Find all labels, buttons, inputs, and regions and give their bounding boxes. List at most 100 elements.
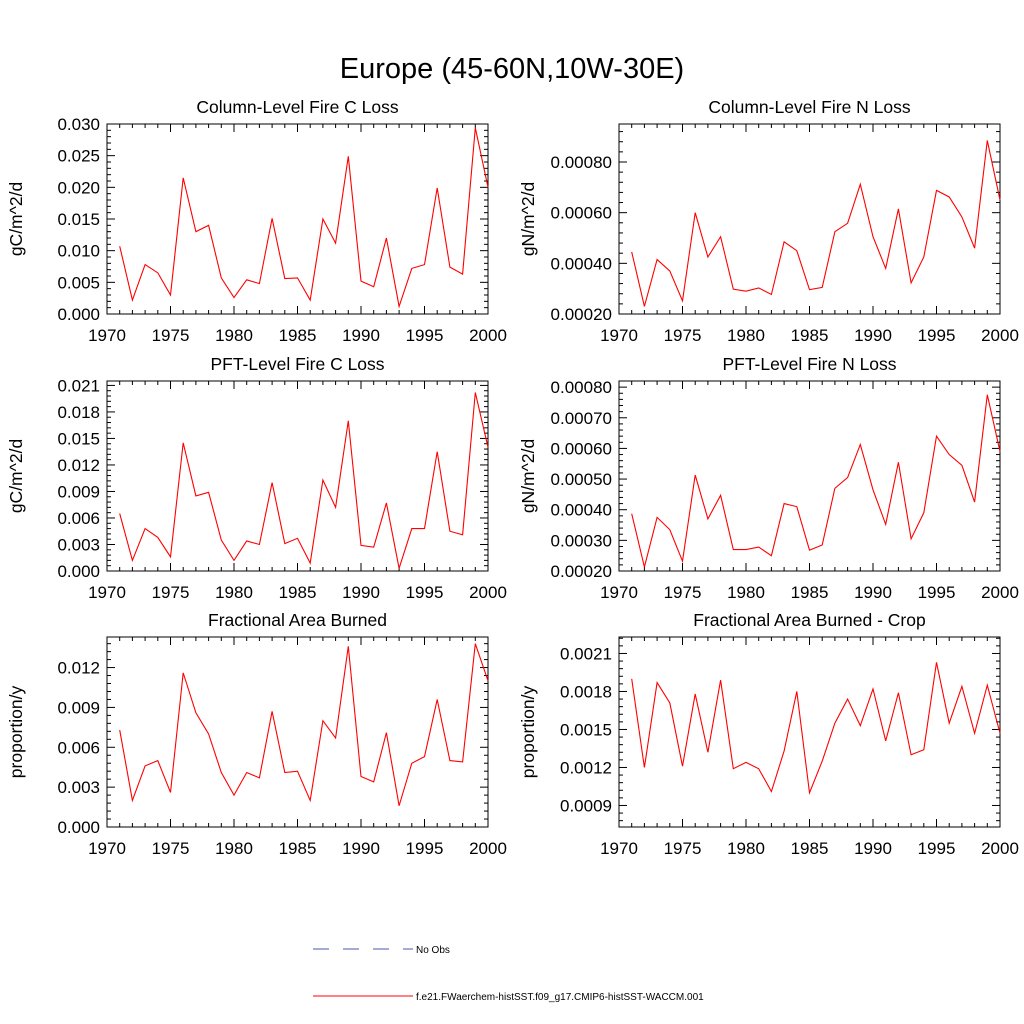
chart0-xtick-label: 1980: [215, 326, 253, 345]
legend-run-label: f.e21.FWaerchem-histSST.f09_g17.CMIP6-hi…: [416, 992, 704, 1003]
chart1-xtick-label: 1975: [664, 326, 702, 345]
chart0-series-line: [119, 127, 489, 309]
chart4-title: Fractional Area Burned: [208, 610, 387, 630]
chart0-ylabel: gC/m^2/d: [6, 182, 26, 256]
chart0-ytick-label: 0.000: [57, 305, 100, 324]
chart4-ytick-label: 0.003: [57, 778, 100, 797]
chart2-title: PFT-Level Fire C Loss: [210, 354, 384, 374]
chart3-series-line: [631, 394, 1001, 568]
chart2-ytick-label: 0.021: [57, 376, 100, 395]
chart2-xtick-label: 1980: [215, 583, 253, 602]
chart1-series-line: [631, 140, 1001, 307]
chart3-frame: [618, 380, 1001, 572]
chart5-xtick-label: 1980: [727, 839, 765, 858]
chart1-ytick-label: 0.00020: [551, 305, 612, 324]
panel-pft-fire-c-loss: PFT-Level Fire C Loss gC/m^2/d 1970 1975 198…: [6, 354, 507, 602]
chart5-xtick-label: 1990: [854, 839, 892, 858]
chart5-xtick-label: 2000: [981, 839, 1019, 858]
chart0-ytick-label: 0.020: [57, 178, 100, 197]
chart2-ytick-label: 0.012: [57, 456, 100, 475]
chart5-xtick-label: 1995: [918, 839, 956, 858]
chart5-ylabel: proportion/y: [518, 686, 538, 779]
chart0-ytick-label: 0.030: [57, 115, 100, 134]
chart4-xtick-label: 1970: [88, 839, 126, 858]
chart0-xtick-label: 2000: [469, 326, 507, 345]
chart4-frame: [106, 636, 489, 828]
chart5-title: Fractional Area Burned - Crop: [693, 610, 925, 630]
chart2-ytick-label: 0.015: [57, 429, 100, 448]
chart1-ytick-label: 0.00080: [551, 153, 612, 172]
chart3-xtick-label: 1975: [664, 583, 702, 602]
chart0-xtick-label: 1995: [406, 326, 444, 345]
chart2-xtick-label: 1995: [406, 583, 444, 602]
chart3-xtick-label: 1970: [600, 583, 638, 602]
chart4-xtick-label: 1995: [406, 839, 444, 858]
chart2-ytick-label: 0.009: [57, 482, 100, 501]
panel-fractional-area-burned: Fractional Area Burned proportion/y 1970 19…: [6, 610, 507, 858]
chart4-ytick-label: 0.000: [57, 818, 100, 837]
chart2-ylabel: gC/m^2/d: [6, 439, 26, 513]
chart5-ytick-label: 0.0015: [560, 720, 612, 739]
chart3-ytick-label: 0.00070: [551, 409, 612, 428]
chart3-ytick-label: 0.00030: [551, 531, 612, 550]
chart2-xtick-label: 2000: [469, 583, 507, 602]
chart2-ytick-label: 0.018: [57, 403, 100, 422]
chart4-ytick-label: 0.006: [57, 738, 100, 757]
chart1-xtick-label: 1990: [854, 326, 892, 345]
chart2-xtick-label: 1985: [279, 583, 317, 602]
chart3-title: PFT-Level Fire N Loss: [722, 354, 896, 374]
panel-column-fire-c-loss: Column-Level Fire C Loss gC/m^2/d 1970 1975…: [6, 97, 507, 345]
chart4-xtick-label: 1975: [152, 839, 190, 858]
chart3-xtick-label: 2000: [981, 583, 1019, 602]
chart3-ytick-label: 0.00020: [551, 562, 612, 581]
chart1-ylabel: gN/m^2/d: [518, 182, 538, 256]
chart1-ytick-label: 0.00060: [551, 204, 612, 223]
chart0-ytick-label: 0.010: [57, 242, 100, 261]
chart3-ylabel: gN/m^2/d: [518, 439, 538, 513]
chart4-xtick-label: 1985: [279, 839, 317, 858]
chart3-ytick-label: 0.00050: [551, 470, 612, 489]
chart5-xtick-label: 1975: [664, 839, 702, 858]
chart5-ytick-label: 0.0021: [560, 644, 612, 663]
chart2-xtick-label: 1975: [152, 583, 190, 602]
chart1-ytick-label: 0.00040: [551, 254, 612, 273]
chart0-ytick-label: 0.005: [57, 273, 100, 292]
chart4-ytick-label: 0.012: [57, 659, 100, 678]
chart1-xtick-label: 2000: [981, 326, 1019, 345]
chart1-xtick-label: 1980: [727, 326, 765, 345]
chart0-frame: [106, 123, 489, 315]
chart3-xtick-label: 1995: [918, 583, 956, 602]
chart5-ytick-label: 0.0009: [560, 796, 612, 815]
chart3-xtick-label: 1980: [727, 583, 765, 602]
chart1-title: Column-Level Fire N Loss: [708, 97, 911, 117]
chart5-xtick-label: 1970: [600, 839, 638, 858]
chart5-ytick-label: 0.0012: [560, 758, 612, 777]
chart0-xtick-label: 1990: [342, 326, 380, 345]
chart2-xtick-label: 1990: [342, 583, 380, 602]
chart2-series-line: [119, 392, 489, 569]
chart5-ytick-label: 0.0018: [560, 682, 612, 701]
chart2-frame: [106, 380, 489, 572]
chart0-ytick-label: 0.025: [57, 147, 100, 166]
legend-no-obs-label: No Obs: [416, 945, 450, 956]
chart2-ytick-label: 0.000: [57, 562, 100, 581]
chart0-xtick-label: 1975: [152, 326, 190, 345]
chart1-xtick-label: 1985: [791, 326, 829, 345]
chart0-ytick-label: 0.015: [57, 210, 100, 229]
chart1-xtick-label: 1970: [600, 326, 638, 345]
chart3-ytick-label: 0.00040: [551, 501, 612, 520]
chart4-xtick-label: 2000: [469, 839, 507, 858]
chart0-xtick-label: 1970: [88, 326, 126, 345]
chart4-ytick-label: 0.009: [57, 698, 100, 717]
chart2-ytick-label: 0.003: [57, 535, 100, 554]
chart5-xtick-label: 1985: [791, 839, 829, 858]
chart4-xtick-label: 1980: [215, 839, 253, 858]
chart5-series-line: [631, 662, 1001, 795]
chart0-xtick-label: 1985: [279, 326, 317, 345]
chart4-ylabel: proportion/y: [6, 686, 26, 779]
legend: No Obs f.e21.FWaerchem-histSST.f09_g17.C…: [313, 945, 704, 1003]
chart3-xtick-label: 1990: [854, 583, 892, 602]
chart4-xtick-label: 1990: [342, 839, 380, 858]
chart2-xtick-label: 1970: [88, 583, 126, 602]
